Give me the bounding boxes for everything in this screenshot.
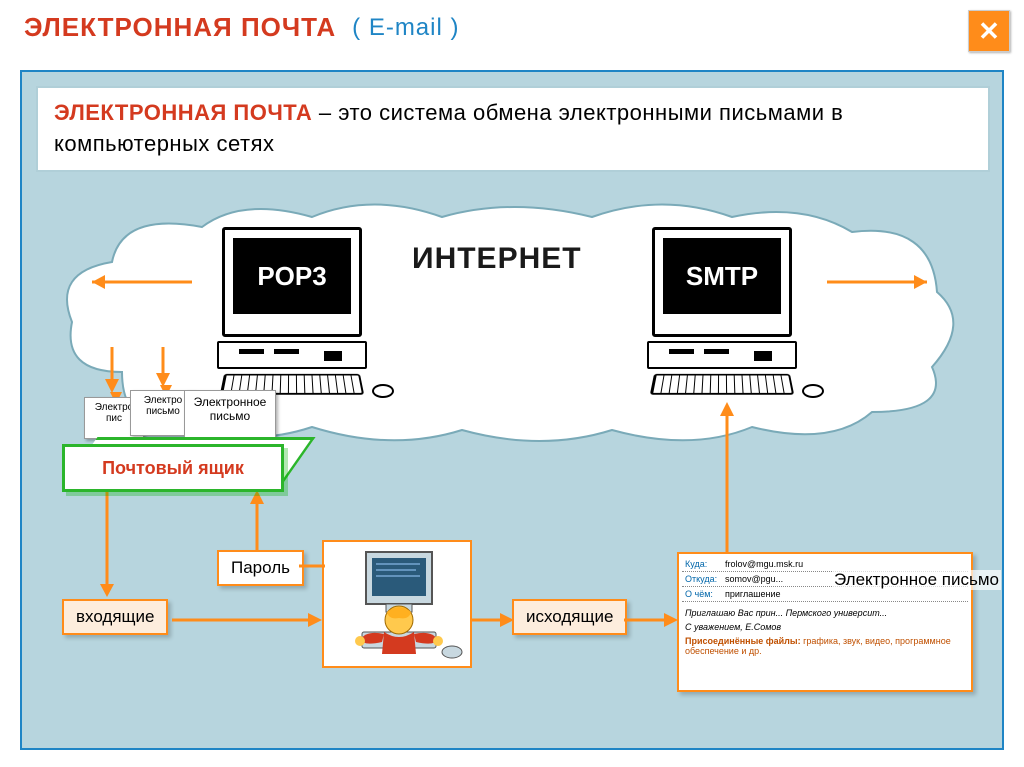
arrow-pop3-down2 xyxy=(148,347,178,389)
incoming-box: входящие xyxy=(62,599,168,635)
email-preview-label: Электронное письмо xyxy=(832,570,1001,590)
arrow-password-user xyxy=(297,554,327,578)
mailbox-box: Почтовый ящик xyxy=(62,444,284,492)
close-icon: ✕ xyxy=(978,16,1000,47)
main-panel: ЭЛЕКТРОННАЯ ПОЧТА – это система обмена э… xyxy=(20,70,1004,750)
arrow-smtp-out xyxy=(822,267,942,297)
arrow-password-mailbox xyxy=(242,490,272,552)
password-box: Пароль xyxy=(217,550,304,586)
arrow-outgoing-preview xyxy=(624,608,680,632)
pop3-label: POP3 xyxy=(233,238,351,314)
mailbox-label: Почтовый ящик xyxy=(102,458,244,479)
definition-term: ЭЛЕКТРОННАЯ ПОЧТА xyxy=(54,100,312,125)
arrow-incoming-user xyxy=(172,608,324,632)
pop3-server: POP3 xyxy=(192,227,392,396)
title-main: ЭЛЕКТРОННАЯ ПОЧТА xyxy=(24,12,336,43)
definition-box: ЭЛЕКТРОННАЯ ПОЧТА – это система обмена э… xyxy=(36,86,990,172)
user-box xyxy=(322,540,472,668)
smtp-label: SMTP xyxy=(663,238,781,314)
slide-header: ЭЛЕКТРОННАЯ ПОЧТА ( E-mail ) xyxy=(0,0,1024,43)
outgoing-box: исходящие xyxy=(512,599,627,635)
close-button[interactable]: ✕ xyxy=(968,10,1010,52)
envelope-3: Электронное письмо xyxy=(184,390,276,440)
definition-dash: – xyxy=(312,100,338,125)
user-icon xyxy=(324,542,474,670)
internet-label: ИНТЕРНЕТ xyxy=(412,242,582,276)
smtp-server: SMTP xyxy=(622,227,822,396)
title-subtitle: ( E-mail ) xyxy=(352,14,459,42)
arrow-pop3-down1 xyxy=(97,347,127,395)
arrow-mailbox-incoming xyxy=(92,492,122,602)
arrow-user-outgoing xyxy=(472,608,514,632)
arrow-pop3-out xyxy=(77,267,197,297)
arrow-preview-smtp xyxy=(712,402,742,554)
